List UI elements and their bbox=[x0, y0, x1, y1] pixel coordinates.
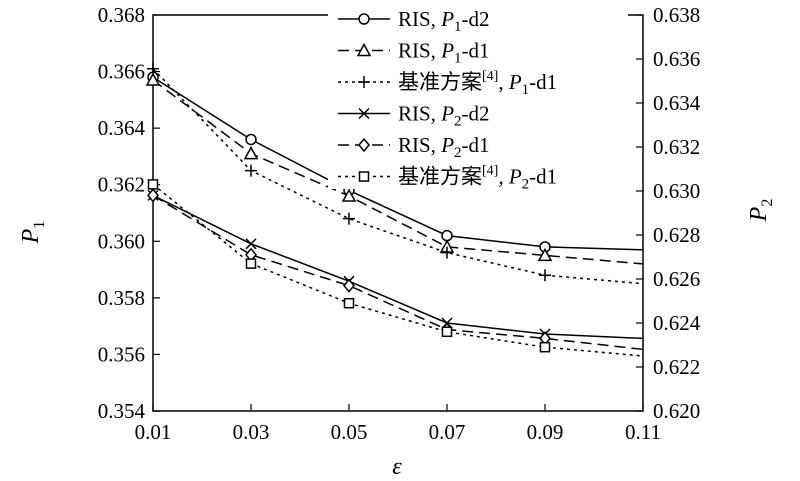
data-point bbox=[343, 297, 355, 309]
y-right-tick-label: 0.632 bbox=[653, 135, 700, 159]
y-left-tick-label: 0.364 bbox=[98, 116, 146, 140]
legend-marker bbox=[358, 76, 370, 88]
y-left-tick-label: 0.356 bbox=[98, 342, 145, 366]
data-point bbox=[147, 188, 159, 203]
y-left-tick-label: 0.358 bbox=[98, 286, 145, 310]
legend-marker bbox=[358, 137, 370, 153]
legend-entry: 基准方案[4], P2-d1 bbox=[398, 164, 557, 193]
data-point bbox=[441, 326, 453, 338]
data-point bbox=[343, 278, 355, 293]
series-line bbox=[152, 183, 644, 357]
series-line bbox=[152, 194, 644, 340]
data-point bbox=[539, 269, 551, 282]
data-point bbox=[539, 341, 551, 353]
y-right-tick-label: 0.636 bbox=[653, 47, 700, 71]
data-point bbox=[441, 246, 453, 259]
data-point bbox=[147, 179, 159, 190]
y-axis-right-label: P2 bbox=[746, 199, 776, 223]
data-point bbox=[245, 238, 257, 250]
ticks: 0.354 0.356 0.358 0.360 0.362 0.364 0.366 0.368… bbox=[98, 3, 701, 444]
y-left-tick-label: 0.360 bbox=[98, 229, 145, 253]
legend-marker bbox=[358, 107, 370, 120]
series-line bbox=[152, 76, 644, 251]
x-tick-label: 0.05 bbox=[331, 420, 368, 444]
y-left-tick-label: 0.368 bbox=[98, 3, 145, 27]
legend-entry: RIS, P2-d2 bbox=[398, 102, 490, 130]
x-tick-label: 0.01 bbox=[135, 420, 172, 444]
legend-marker bbox=[356, 42, 372, 57]
data-point bbox=[245, 133, 257, 146]
data-point bbox=[245, 164, 257, 177]
data-point bbox=[147, 62, 159, 75]
series-6 bbox=[147, 179, 644, 357]
y-left-tick-label: 0.362 bbox=[98, 173, 145, 197]
x-tick-label: 0.09 bbox=[527, 420, 564, 444]
legend-entry: RIS, P1-d1 bbox=[398, 39, 490, 67]
data-point bbox=[245, 258, 257, 269]
series-2 bbox=[145, 72, 644, 265]
series-3 bbox=[147, 62, 644, 285]
legend-entry: RIS, P2-d1 bbox=[398, 133, 490, 161]
y-left-tick-label: 0.366 bbox=[98, 60, 145, 84]
x-tick-label: 0.11 bbox=[625, 420, 661, 444]
data-point bbox=[441, 229, 453, 242]
y-right-tick-label: 0.630 bbox=[653, 179, 700, 203]
y-right-tick-label: 0.634 bbox=[653, 91, 701, 115]
y-right-tick-label: 0.638 bbox=[653, 3, 700, 27]
series-line bbox=[152, 68, 644, 285]
y-left-tick-label: 0.354 bbox=[98, 399, 146, 423]
y-right-tick-label: 0.624 bbox=[653, 311, 701, 335]
data-point bbox=[243, 146, 259, 160]
series-layer bbox=[145, 62, 644, 357]
x-tick-label: 0.03 bbox=[233, 420, 270, 444]
data-point bbox=[145, 72, 161, 86]
data-point bbox=[537, 247, 553, 262]
legend-marker bbox=[358, 13, 370, 25]
y-right-tick-label: 0.622 bbox=[653, 355, 700, 379]
legend-background bbox=[328, 2, 628, 189]
data-point bbox=[343, 212, 355, 225]
x-axis-label: ε bbox=[392, 454, 402, 480]
legend-entry: RIS, P1-d2 bbox=[398, 7, 490, 35]
legend-entry: 基准方案[4], P1-d1 bbox=[398, 69, 557, 98]
series-line bbox=[152, 79, 644, 265]
y-right-tick-label: 0.620 bbox=[653, 399, 700, 423]
legend-marker bbox=[358, 171, 370, 182]
x-tick-label: 0.07 bbox=[429, 420, 466, 444]
series-5 bbox=[147, 188, 644, 351]
y-right-tick-label: 0.626 bbox=[653, 267, 700, 291]
y-axis-left-label: P1 bbox=[18, 221, 48, 245]
y-right-tick-label: 0.628 bbox=[653, 223, 700, 247]
series-line bbox=[152, 194, 644, 351]
data-point bbox=[341, 188, 357, 202]
